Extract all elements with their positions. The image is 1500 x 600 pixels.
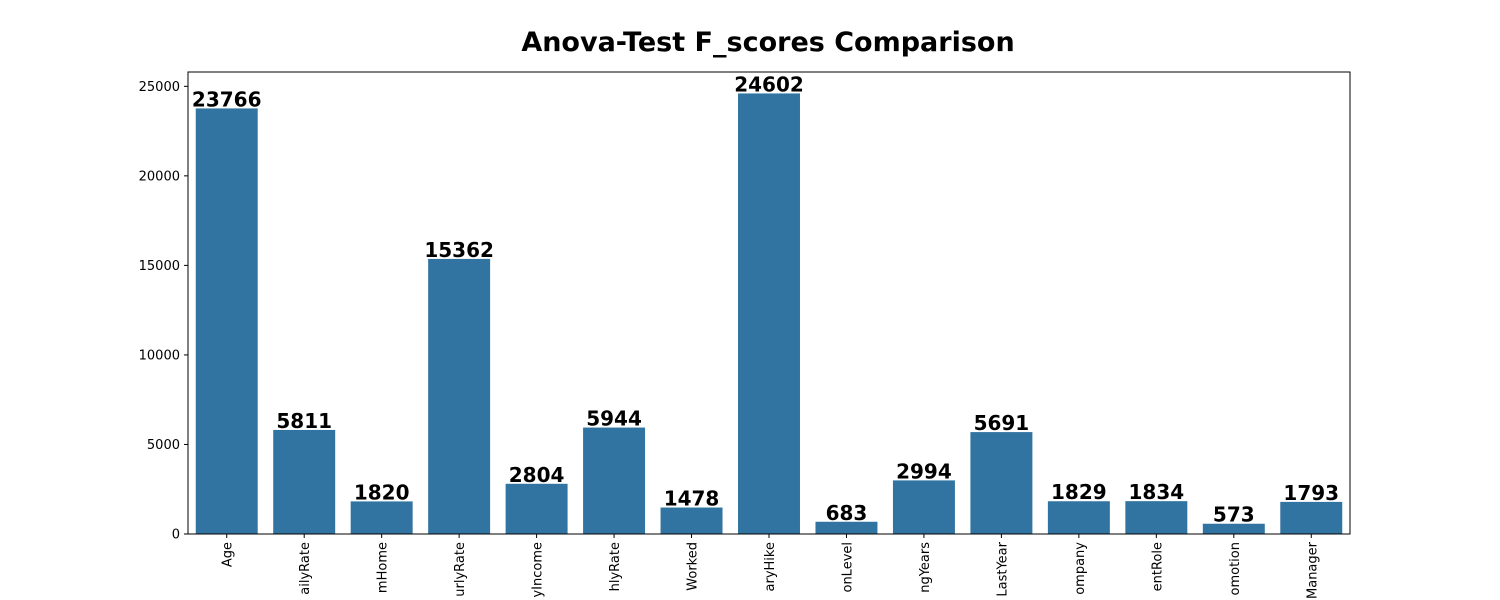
data-label: 23766 xyxy=(192,87,262,111)
data-label: 1834 xyxy=(1128,480,1184,504)
plot-frame xyxy=(187,71,1351,535)
x-tick-label: Worked xyxy=(686,542,701,591)
data-label: 2804 xyxy=(509,463,565,487)
bars-layer xyxy=(195,93,1343,534)
x-tick-label: Manager xyxy=(1305,541,1320,599)
x-tick-label: urlyRate xyxy=(453,542,468,597)
bar xyxy=(195,108,258,534)
bar xyxy=(660,507,723,534)
x-tick-label: yIncome xyxy=(531,542,546,598)
bar xyxy=(892,480,955,534)
data-label: 5691 xyxy=(974,411,1030,435)
chart-title: Anova-Test F_scores Comparison xyxy=(521,27,1014,58)
y-tick-label: 10000 xyxy=(139,348,180,363)
y-tick-label: 0 xyxy=(172,528,180,543)
data-label: 573 xyxy=(1213,503,1255,527)
bar xyxy=(1280,501,1343,534)
bar xyxy=(505,483,568,534)
y-axis: 0 5000 10000 15000 20000 25000 xyxy=(139,80,188,543)
data-label: 24602 xyxy=(734,72,804,96)
data-label: 5944 xyxy=(586,407,642,431)
bar xyxy=(1125,501,1188,534)
y-tick-label: 15000 xyxy=(139,259,180,274)
data-label: 2994 xyxy=(896,459,952,483)
bar xyxy=(1047,501,1110,534)
data-labels-layer: 23766 5811 1820 15362 2804 5944 1478 24602 683 29… xyxy=(192,72,1339,526)
data-label: 15362 xyxy=(424,238,494,262)
bar xyxy=(815,521,878,534)
y-tick-label: 25000 xyxy=(139,80,180,95)
x-tick-label: onLevel xyxy=(840,542,855,593)
bar xyxy=(350,501,413,534)
y-tick-label: 20000 xyxy=(139,169,180,184)
data-label: 1478 xyxy=(664,487,720,511)
data-label: 1793 xyxy=(1283,481,1339,505)
x-tick-label: entRole xyxy=(1150,542,1165,591)
data-label: 5811 xyxy=(276,409,332,433)
x-tick-label: omotion xyxy=(1228,542,1243,595)
x-tick-label: Age xyxy=(221,542,236,567)
data-label: 683 xyxy=(826,501,868,525)
x-tick-label: hlyRate xyxy=(608,542,623,591)
x-tick-label: ngYears xyxy=(918,542,933,593)
data-label: 1829 xyxy=(1051,480,1107,504)
x-tick-label: ailyRate xyxy=(298,542,313,595)
x-tick-label: ompany xyxy=(1073,542,1088,595)
x-tick-label: LastYear xyxy=(995,541,1010,596)
bar xyxy=(970,432,1033,534)
data-label: 1820 xyxy=(354,480,410,504)
bar xyxy=(583,427,646,534)
bar xyxy=(1202,523,1265,534)
bar xyxy=(428,258,491,534)
x-tick-label: mHome xyxy=(376,542,391,593)
x-tick-label: aryHike xyxy=(763,542,778,591)
bar xyxy=(273,429,336,534)
bar xyxy=(738,93,800,534)
y-tick-label: 5000 xyxy=(147,438,180,453)
x-axis: Age ailyRate mHome urlyRate yIncome hlyRate Wo… xyxy=(221,534,1320,599)
